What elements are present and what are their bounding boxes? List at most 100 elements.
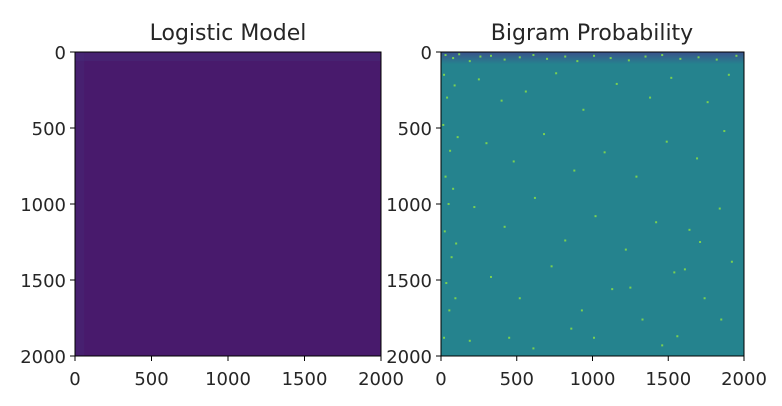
- heatmap-cell: [696, 157, 699, 160]
- heatmap-cell: [580, 309, 583, 312]
- heatmap-cell: [546, 57, 549, 60]
- heatmap-cell: [635, 175, 638, 178]
- heatmap-cell: [446, 96, 449, 99]
- heatmap-cell: [649, 96, 652, 99]
- heatmap-cell: [718, 207, 721, 210]
- x-tick-label: 1000: [570, 369, 616, 390]
- heatmap-cell: [458, 53, 461, 56]
- heatmap-cell: [448, 309, 451, 312]
- heatmap-cell: [503, 58, 506, 61]
- x-tick-label: 500: [500, 369, 534, 390]
- heatmap-cell: [473, 206, 476, 209]
- heatmap-cell: [479, 55, 482, 58]
- heatmap-cell: [454, 297, 457, 300]
- heatmap-cell: [570, 327, 573, 330]
- heatmap-cell: [468, 60, 471, 63]
- x-axis: 0 500 1000 1500 2000: [435, 356, 767, 390]
- heatmap-cell: [452, 57, 455, 60]
- y-axis: 0 500 1000 1500 2000: [386, 43, 441, 368]
- heatmap-cell: [661, 54, 664, 57]
- y-axis: 0 500 1000 1500 2000: [20, 43, 75, 368]
- heatmap-marks: [441, 52, 744, 350]
- heatmap-cell: [489, 54, 492, 57]
- heatmap-cell: [576, 60, 579, 63]
- x-tick-label: 1500: [645, 369, 691, 390]
- heatmap-cell: [676, 335, 679, 338]
- top-band: [441, 52, 744, 65]
- heatmap-cell: [673, 271, 676, 274]
- heatmap-cell: [443, 73, 446, 76]
- heatmap-cell: [445, 282, 448, 285]
- heatmap-cell: [727, 73, 730, 76]
- heatmap-cell: [573, 169, 576, 172]
- heatmap-cell: [661, 344, 664, 347]
- y-tick-label: 1000: [386, 195, 432, 216]
- heatmap-cell: [683, 268, 686, 271]
- chart-title: Bigram Probability: [491, 21, 693, 46]
- y-tick-label: 1000: [20, 195, 66, 216]
- x-tick-label: 1500: [282, 369, 328, 390]
- heatmap-cell: [468, 339, 471, 342]
- x-tick-label: 0: [69, 369, 80, 390]
- heatmap-cell: [629, 286, 632, 289]
- y-tick-label: 2000: [20, 347, 66, 368]
- top-band: [75, 52, 381, 62]
- heatmap-cell: [655, 221, 658, 224]
- heatmap-cell: [688, 228, 691, 231]
- heatmap-cell: [550, 265, 553, 268]
- heatmap-cell: [720, 318, 723, 321]
- heatmap-cell: [503, 225, 506, 228]
- heatmap-cell: [564, 55, 567, 58]
- heatmap-cell: [706, 101, 709, 104]
- logistic-model-panel: Logistic Model 0 500 1000 1500 2000 0 500 1000…: [20, 21, 404, 390]
- heatmap-cell: [543, 133, 546, 136]
- heatmap-cell: [453, 84, 456, 87]
- y-tick-label: 500: [398, 119, 432, 140]
- y-tick-label: 0: [55, 43, 66, 64]
- heatmap-cell: [532, 347, 535, 350]
- heatmap-cell: [679, 57, 682, 60]
- y-tick-label: 2000: [386, 347, 432, 368]
- y-tick-label: 500: [32, 119, 66, 140]
- heatmap-cell: [611, 288, 614, 291]
- heatmap-cell: [447, 203, 450, 205]
- heatmap-cell: [594, 215, 597, 218]
- x-tick-label: 500: [134, 369, 168, 390]
- heatmap-cell: [582, 108, 585, 111]
- heatmap-cell: [477, 78, 480, 81]
- y-tick-label: 1500: [20, 271, 66, 292]
- heatmap-cell: [609, 57, 612, 60]
- heatmap-cell: [456, 136, 459, 139]
- x-tick-label: 0: [435, 369, 446, 390]
- heatmap-cell: [665, 140, 668, 143]
- x-axis: 0 500 1000 1500 2000: [69, 356, 404, 390]
- heatmap-cell: [489, 275, 492, 278]
- heatmap-cell: [697, 56, 700, 59]
- heatmap-cell: [624, 248, 627, 251]
- heatmap-cell: [627, 59, 630, 62]
- heatmap-cell: [564, 239, 567, 242]
- heatmap-cell: [715, 58, 718, 61]
- heatmap-cell: [452, 187, 455, 190]
- heatmap-cell: [512, 160, 515, 163]
- heatmap-cell: [615, 82, 618, 85]
- heatmap-cell: [524, 90, 527, 93]
- heatmap-cell: [500, 99, 503, 102]
- heatmap-cell: [730, 260, 733, 263]
- heatmap-cell: [603, 151, 606, 154]
- heatmap-image: [441, 52, 744, 356]
- chart-title: Logistic Model: [150, 21, 307, 46]
- heatmap-cell: [703, 297, 706, 300]
- heatmap-cell: [723, 130, 726, 133]
- x-tick-label: 2000: [358, 369, 404, 390]
- heatmap-cell: [443, 336, 446, 339]
- heatmap-cell: [444, 54, 447, 57]
- heatmap-cell: [455, 242, 458, 245]
- heatmap-cell: [442, 123, 445, 126]
- heatmap-image: [75, 52, 381, 356]
- heatmap-cell: [485, 142, 488, 145]
- heatmap-cell: [444, 175, 447, 178]
- heatmap-cell: [518, 297, 521, 300]
- heatmap-cell: [593, 336, 596, 339]
